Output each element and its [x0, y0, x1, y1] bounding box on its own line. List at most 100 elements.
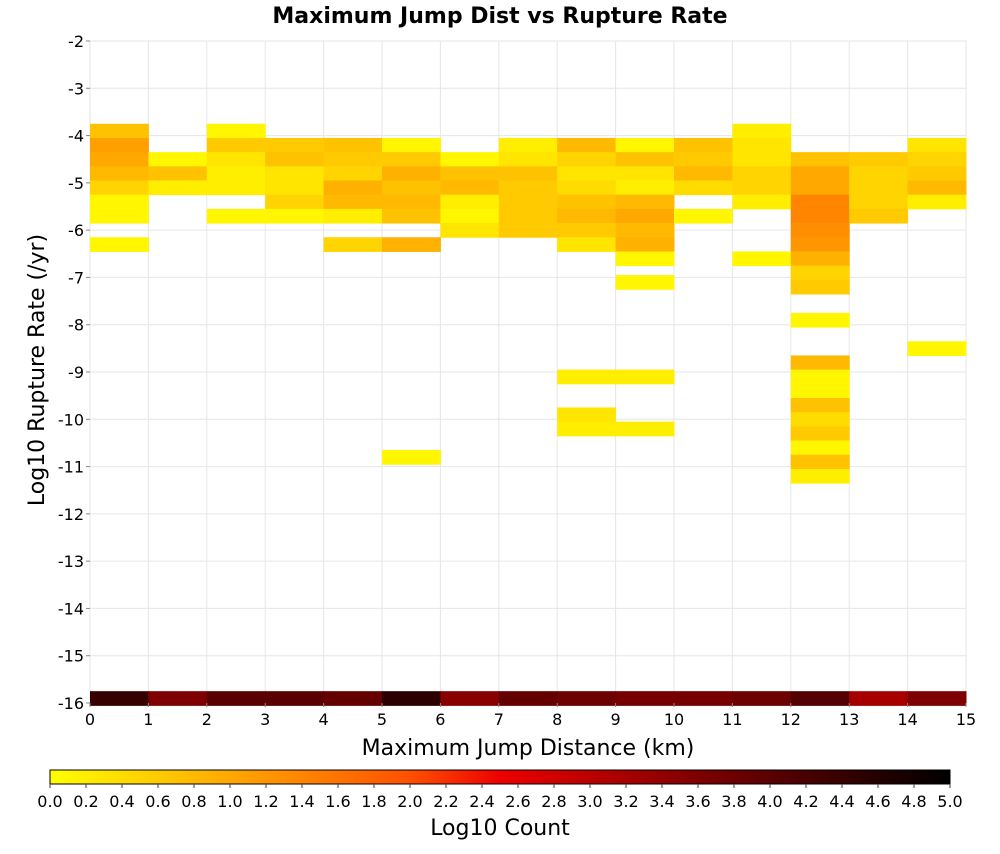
heatmap-cell: [148, 691, 208, 706]
heatmap-cell: [498, 208, 558, 224]
colorbar-tick-label: 3.0: [577, 792, 602, 811]
heatmap-cell: [206, 208, 266, 224]
colorbar-tick-label: 2.8: [541, 792, 566, 811]
heatmap-cell: [265, 180, 325, 196]
x-tick-label: 9: [611, 710, 621, 729]
heatmap-cell: [557, 166, 617, 181]
colorbar-tick-label: 2.2: [433, 792, 458, 811]
heatmap-cell: [615, 223, 675, 238]
y-tick-label: -10: [58, 410, 84, 429]
heatmap-cell: [907, 691, 967, 706]
y-tick-label: -9: [68, 363, 84, 382]
heatmap-cell: [907, 194, 967, 210]
colorbar-tick-label: 3.2: [613, 792, 638, 811]
heatmap-cell: [206, 152, 266, 167]
heatmap-cell: [440, 152, 500, 167]
heatmap-cell: [615, 180, 675, 196]
heatmap-cell: [732, 180, 792, 196]
x-tick-label: 8: [552, 710, 562, 729]
heatmap-cell: [382, 152, 441, 167]
heatmap-cell: [732, 166, 792, 181]
heatmap-cell: [557, 223, 617, 238]
heatmap-cell: [206, 137, 266, 153]
heatmap-cell: [557, 691, 617, 706]
heatmap-cell: [206, 166, 266, 181]
chart-title: Maximum Jump Dist vs Rupture Rate: [272, 4, 727, 29]
heatmap-cell: [440, 180, 500, 196]
heatmap-cell: [790, 440, 850, 456]
heatmap-cell: [440, 208, 500, 224]
heatmap-cell: [732, 137, 792, 153]
heatmap-cell: [790, 369, 850, 385]
colorbar-tick-label: 3.6: [685, 792, 710, 811]
colorbar-ticks: 0.0 0.2 0.4 0.6 0.8 1.0 1.2 1.4 1.6 1.8 2.0 2.2 2.4 2…: [37, 784, 963, 811]
y-tick-label: -4: [68, 127, 84, 146]
y-tick-label: -5: [68, 174, 84, 193]
heatmap-cell: [732, 152, 792, 167]
heatmap-cell: [790, 279, 850, 295]
heatmap-cell: [790, 223, 850, 238]
colorbar-tick-label: 5.0: [937, 792, 962, 811]
heatmap-cell: [615, 421, 675, 437]
heatmap-cell: [323, 691, 383, 706]
heatmap-cell: [323, 194, 383, 210]
x-tick-label: 14: [897, 710, 917, 729]
y-tick-label: -14: [58, 599, 84, 618]
heatmap-cell: [440, 194, 500, 210]
heatmap-cell: [849, 691, 909, 706]
x-tick-label: 10: [664, 710, 684, 729]
x-tick-label: 15: [956, 710, 976, 729]
heatmap-cell: [323, 137, 383, 153]
heatmap-cell: [148, 166, 208, 181]
heatmap-cell: [790, 426, 850, 442]
heatmap-cell: [732, 691, 792, 706]
heatmap-cell: [323, 166, 383, 181]
heatmap-cell: [790, 355, 850, 371]
heatmap-cell: [498, 223, 558, 238]
heatmap-cell: [732, 194, 792, 210]
heatmap-cell: [615, 208, 675, 224]
heatmap-cell: [557, 208, 617, 224]
heatmap-cell: [498, 691, 558, 706]
heatmap-cell: [557, 369, 617, 385]
heatmap-cell: [206, 691, 266, 706]
heatmap-cell: [674, 166, 733, 181]
heatmap-cell: [498, 137, 558, 153]
heatmap-cell: [849, 208, 909, 224]
heatmap-cell: [615, 691, 675, 706]
heatmap-cell: [498, 180, 558, 196]
heatmap-cell: [265, 208, 325, 224]
heatmap-cell: [849, 180, 909, 196]
heatmap-cell: [90, 237, 149, 252]
x-tick-label: 12: [781, 710, 801, 729]
colorbar-tick-label: 3.4: [649, 792, 674, 811]
x-tick-label: 4: [319, 710, 329, 729]
colorbar-tick-label: 4.6: [865, 792, 890, 811]
heatmap-cell: [90, 180, 149, 196]
heatmap-cell: [790, 383, 850, 399]
heatmap-cell: [907, 137, 967, 153]
colorbar-tick-label: 0.2: [73, 792, 98, 811]
heatmap-cell: [90, 152, 149, 167]
heatmap-cell: [615, 237, 675, 252]
heatmap-cell: [732, 251, 792, 267]
heatmap-cell: [790, 265, 850, 281]
heatmap-cell: [498, 194, 558, 210]
heatmap-cell: [557, 421, 617, 437]
heatmap-cell: [148, 152, 208, 167]
heatmap-cell: [790, 412, 850, 427]
heatmap-cell: [615, 275, 675, 290]
x-tick-label: 2: [202, 710, 212, 729]
colorbar: [49, 769, 951, 785]
colorbar-tick-label: 1.8: [361, 792, 386, 811]
heatmap-cell: [732, 123, 792, 139]
heatmap-cell: [907, 152, 967, 167]
heatmap-cell: [674, 180, 733, 196]
colorbar-tick-label: 0.4: [109, 792, 134, 811]
heatmap-cell: [90, 208, 149, 224]
colorbar-tick-label: 1.2: [253, 792, 278, 811]
heatmap-cell: [790, 237, 850, 252]
heatmap-cell: [557, 407, 617, 423]
colorbar-tick-label: 4.4: [829, 792, 854, 811]
